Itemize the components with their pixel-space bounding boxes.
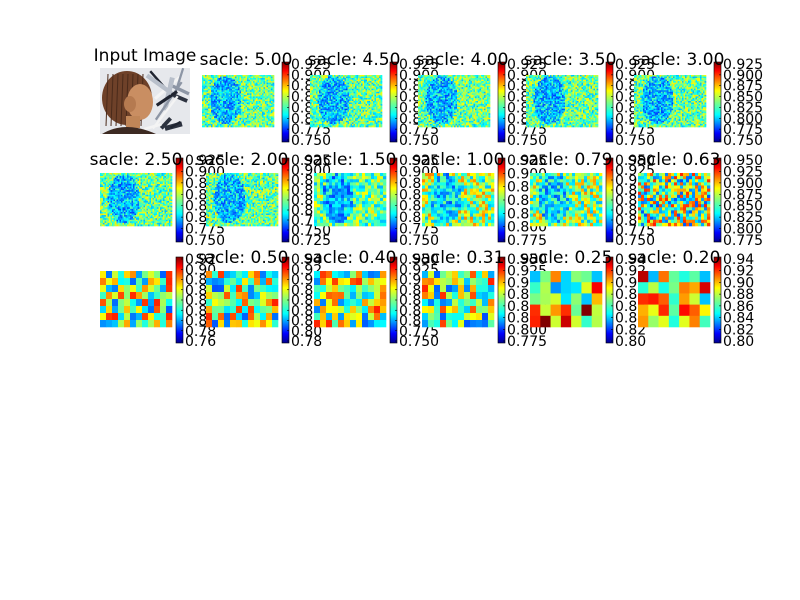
colorbar-tick-label: 0.750 [291, 133, 331, 149]
panel-title: sacle: 2.00 [196, 150, 289, 170]
colorbar-tick-label: 0.94 [615, 252, 646, 268]
colorbar-tick-label: 0.925 [291, 153, 331, 169]
input-image-title: Input Image [94, 46, 197, 66]
colorbar-tick-label: 0.950 [399, 252, 439, 268]
colorbar-tick-label: 0.750 [615, 233, 655, 249]
colorbar-tick-label: 0.92 [185, 252, 216, 268]
colorbar-tick-label: 0.925 [615, 57, 655, 73]
colorbar-tick-label: 0.80 [291, 324, 322, 340]
heatmap-panel: 0.940.920.900.880.860.840.820.80 [638, 252, 754, 350]
colorbar-tick-label: 0.750 [291, 223, 331, 239]
colorbar-tick-label: 0.950 [723, 153, 763, 169]
panel-title: sacle: 0.25 [520, 248, 613, 268]
colorbar-tick-label: 0.775 [723, 122, 763, 138]
colorbar-tick-label: 0.800 [723, 222, 763, 238]
colorbar-tick-label: 0.925 [291, 57, 331, 73]
panel-title: sacle: 0.40 [304, 248, 397, 268]
colorbar-tick-label: 0.86 [723, 299, 754, 315]
colorbar-tick-label: 0.78 [185, 324, 216, 340]
panel-title: sacle: 4.50 [308, 50, 401, 70]
colorbar-tick-label: 0.925 [507, 153, 547, 169]
input-image [100, 67, 190, 134]
colorbar-tick-label: 0.950 [507, 252, 547, 268]
colorbar-tick-label: 0.84 [723, 311, 754, 327]
panel-title: sacle: 3.50 [524, 50, 617, 70]
colorbar-tick-label: 0.900 [723, 176, 763, 192]
panel-title: sacle: 1.50 [304, 150, 397, 170]
colorbar-tick-label: 0.950 [615, 153, 655, 169]
colorbar-tick-label: 0.825 [723, 210, 763, 226]
colorbar-tick-label: 0.78 [291, 334, 322, 350]
panel-title: sacle: 0.63 [628, 150, 721, 170]
colorbar-tick-label: 0.750 [399, 233, 439, 249]
colorbar-tick-label: 0.750 [185, 233, 225, 249]
panel-title: sacle: 5.00 [200, 50, 293, 70]
panel-title: sacle: 0.31 [412, 248, 505, 268]
colorbar-tick-label: 0.94 [291, 252, 322, 268]
colorbar: 0.940.920.900.880.860.840.820.80 [713, 252, 754, 350]
colorbar-tick-label: 0.875 [723, 187, 763, 203]
panel-title: sacle: 0.50 [196, 248, 289, 268]
panel-title: sacle: 1.00 [412, 150, 505, 170]
colorbar-tick-label: 0.80 [723, 334, 754, 350]
panel-title: sacle: 3.00 [632, 50, 725, 70]
colorbar-tick-label: 0.925 [399, 153, 439, 169]
colorbar-tick-label: 0.750 [399, 133, 439, 149]
colorbar-tick-label: 0.825 [723, 100, 763, 116]
panel-title: sacle: 4.00 [416, 50, 509, 70]
panel-title: sacle: 2.50 [90, 150, 183, 170]
colorbar-tick-label: 0.925 [399, 57, 439, 73]
panel-title: sacle: 0.20 [628, 248, 721, 268]
colorbar-tick-label: 0.88 [723, 287, 754, 303]
colorbar-tick-label: 0.925 [507, 57, 547, 73]
colorbar-tick-label: 0.725 [291, 233, 331, 249]
colorbar-tick-label: 0.925 [185, 153, 225, 169]
colorbar-tick-label: 0.925 [723, 57, 763, 73]
colorbar-tick-label: 0.775 [507, 334, 547, 350]
colorbar-tick-label: 0.775 [615, 223, 655, 239]
colorbar-tick-label: 0.750 [723, 133, 763, 149]
colorbar-tick-label: 0.750 [399, 334, 439, 350]
colorbar-tick-label: 0.92 [723, 264, 754, 280]
colorbar-tick-label: 0.875 [723, 79, 763, 95]
colorbar-tick-label: 0.76 [185, 334, 216, 350]
panel-title: sacle: 0.79 [520, 150, 613, 170]
colorbar-tick-label: 0.750 [615, 133, 655, 149]
colorbar-tick-label: 0.775 [723, 233, 763, 249]
colorbar-tick-label: 0.850 [723, 90, 763, 106]
colorbar-tick-label: 0.82 [723, 322, 754, 338]
colorbar-tick-label: 0.750 [507, 133, 547, 149]
colorbar-tick-label: 0.775 [399, 324, 439, 340]
colorbar-tick-label: 0.80 [615, 334, 646, 350]
colorbar-tick-label: 0.800 [723, 111, 763, 127]
colorbar-tick-label: 0.900 [723, 68, 763, 84]
colorbar-tick-label: 0.90 [723, 275, 754, 291]
colorbar-tick-label: 0.850 [723, 199, 763, 215]
colorbar-tick-label: 0.925 [723, 164, 763, 180]
colorbar-tick-label: 0.94 [723, 252, 754, 268]
colorbar-tick-label: 0.775 [507, 233, 547, 249]
